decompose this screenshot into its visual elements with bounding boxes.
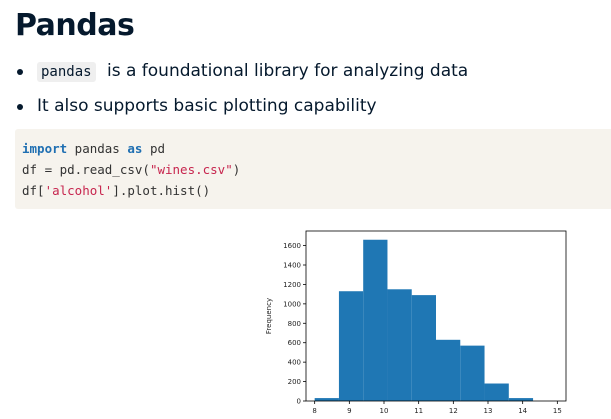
histogram-bar xyxy=(314,398,339,401)
x-tick-label: 9 xyxy=(347,407,351,415)
code-text: df[ xyxy=(22,183,45,198)
x-tick-label: 12 xyxy=(449,407,458,415)
x-tick-label: 15 xyxy=(553,407,562,415)
y-axis-label: Frequency xyxy=(265,298,273,334)
histogram-svg: 8 9 10 11 12 13 14 15 0 200 400 600 800 1000 1200 1400 1… xyxy=(265,230,567,415)
x-tick-label: 8 xyxy=(312,407,316,415)
histogram-bar xyxy=(363,239,388,401)
y-tick-label: 400 xyxy=(288,359,301,367)
y-tick-label: 200 xyxy=(288,378,301,386)
y-tick-label: 0 xyxy=(297,398,301,406)
x-tick-label: 10 xyxy=(380,407,389,415)
code-string: 'alcohol' xyxy=(44,183,113,198)
histogram-chart: 8 9 10 11 12 13 14 15 0 200 400 600 800 1000 1200 1400 1… xyxy=(260,225,570,419)
histogram-bar xyxy=(508,398,534,401)
histogram-bar xyxy=(460,345,485,401)
code-text: ) xyxy=(232,162,241,177)
bullet-list: pandas is a foundational library for ana… xyxy=(15,58,468,120)
histogram-bar xyxy=(436,339,461,401)
bullet-pandas: pandas is a foundational library for ana… xyxy=(15,58,468,85)
code-line-read-csv: df = pd.read_csv("wines.csv") xyxy=(22,159,604,180)
inline-code-pandas: pandas xyxy=(37,62,96,82)
y-tick-label: 1600 xyxy=(283,242,301,250)
histogram-bar xyxy=(484,383,509,401)
y-tick-label: 800 xyxy=(288,320,301,328)
code-keyword: as xyxy=(127,141,143,156)
x-tick-label: 13 xyxy=(484,407,493,415)
bullet-text: is a foundational library for analyzing … xyxy=(101,61,469,81)
histogram-bar xyxy=(411,295,436,401)
histogram-bar xyxy=(338,291,364,401)
code-string: "wines.csv" xyxy=(149,162,233,177)
y-tick-label: 1400 xyxy=(283,262,301,270)
bullet-plotting: It also supports basic plotting capabili… xyxy=(15,93,468,120)
y-tick-label: 1000 xyxy=(283,300,301,308)
code-text: df = pd.read_csv( xyxy=(22,162,150,177)
code-text: pd xyxy=(142,141,166,156)
code-line-plot: df['alcohol'].plot.hist() xyxy=(22,180,604,201)
x-tick-label: 14 xyxy=(518,407,527,415)
y-tick-label: 600 xyxy=(288,339,301,347)
bullet-text: It also supports basic plotting capabili… xyxy=(37,96,377,116)
histogram-bar xyxy=(387,289,412,401)
code-keyword: import xyxy=(22,141,68,156)
slide-title: Pandas xyxy=(15,8,135,43)
code-line-import: import pandas as pd xyxy=(22,138,604,159)
y-tick-label: 1200 xyxy=(283,281,301,289)
code-block: import pandas as pd df = pd.read_csv("wi… xyxy=(15,129,611,209)
code-text: ].plot.hist() xyxy=(112,183,211,198)
x-tick-label: 11 xyxy=(414,407,423,415)
code-text: pandas xyxy=(67,141,128,156)
plot-frame xyxy=(305,230,567,402)
